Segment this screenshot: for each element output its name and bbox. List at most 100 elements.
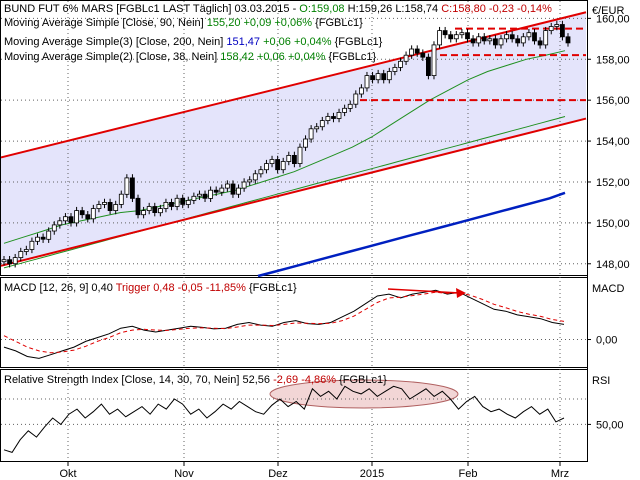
x-tick-label: Dez (268, 468, 288, 480)
candle-body (40, 236, 46, 240)
candle-body (275, 159, 281, 171)
candle-body (515, 38, 521, 44)
candle-body (358, 87, 364, 95)
candle-body (364, 75, 370, 89)
trend-arrow-head (456, 288, 466, 298)
candle-body (124, 177, 130, 195)
macd-panel-label: MACD (592, 283, 624, 295)
candle-body (431, 44, 437, 77)
macd-header-prefix: MACD [12, 26, 9] 0,40 (4, 282, 116, 294)
x-tick-label: Okt (59, 468, 76, 480)
candle-body (459, 32, 465, 36)
candle-body (470, 38, 476, 44)
candle-body (420, 52, 426, 58)
macd-plot (1, 288, 586, 359)
trend-channel-fill (1, 12, 586, 266)
macd-header-line: MACD [12, 26, 9] 0,40 Trigger 0,48 -0,05… (4, 282, 297, 294)
ma90-line (3, 116, 566, 269)
candle-body (465, 32, 470, 40)
candle-body (325, 116, 331, 121)
price-header-close: C:158,80 -0,23 -0,14% (441, 3, 552, 15)
rsi-line (3, 385, 565, 453)
candle-body (79, 210, 85, 216)
macd-header-trigger: Trigger 0,48 -0,05 -11,85% (116, 282, 246, 294)
candle-body (118, 193, 124, 205)
rsi-header-line: Relative Strength Index [Close, 14, 30, … (4, 374, 387, 386)
candle-body (241, 181, 247, 189)
overbought-highlight-ellipse (269, 379, 459, 409)
candle-body (442, 30, 448, 36)
candle-body (448, 34, 454, 40)
candle-body (381, 73, 387, 81)
channel-lower-line (0, 117, 587, 267)
candle-body (102, 201, 107, 205)
candle-body (1, 259, 7, 263)
ma200-header-change: +0,06 +0,04% (260, 36, 332, 48)
candle-body (202, 193, 208, 199)
candle-body (291, 154, 297, 164)
candle-body (308, 128, 314, 140)
candle-body (487, 38, 493, 42)
candle-body (526, 32, 532, 38)
candle-body (46, 230, 52, 240)
candle-body (219, 187, 225, 193)
candle-body (7, 259, 12, 265)
candle-body (180, 197, 186, 205)
ma38-header-values: 158,42 +0,06 +0,04% (220, 51, 325, 63)
candle-body (386, 71, 392, 81)
candle-body (425, 56, 431, 77)
candle-body (185, 199, 191, 205)
candle-body (57, 220, 63, 226)
candle-body (498, 38, 504, 46)
candle-body (107, 201, 113, 211)
candle-body (453, 34, 459, 40)
candle-body (331, 116, 336, 119)
price-header-open: O:159,08 (299, 3, 344, 15)
panel-frames (0, 0, 588, 462)
candle-body (319, 120, 325, 128)
rsi-header-prefix: Relative Strength Index [Close, 14, 30, … (4, 374, 273, 386)
candle-body (96, 204, 102, 209)
rsi-y-tick-label: 50,00 (596, 419, 624, 431)
candle-body (258, 169, 264, 175)
candle-body (537, 40, 543, 46)
price-header-high-low: H:159,26 L:158,74 (345, 3, 442, 15)
x-tick-label: Nov (174, 468, 194, 480)
candle-body (74, 210, 79, 224)
rsi-y-axis: 50,00 (587, 419, 624, 431)
candle-body (230, 183, 236, 195)
candle-body (560, 24, 565, 38)
macd-header-suffix: {FGBLc1} (246, 282, 297, 294)
candle-body (68, 216, 74, 224)
candle-body (174, 197, 180, 207)
ma200-header-suffix: {FGBLc1} (332, 36, 383, 48)
candle-body (342, 107, 348, 113)
candle-body (146, 206, 152, 211)
candle-body (504, 34, 510, 40)
candle-body (403, 54, 409, 62)
macd-y-tick-label: 0,00 (596, 335, 617, 347)
candle-body (236, 187, 241, 195)
ma90-header-suffix: {FGBLc1} (312, 17, 363, 29)
macd-y-axis: 0,00 (587, 335, 617, 347)
candle-body (303, 138, 308, 148)
candle-body (554, 24, 560, 27)
candle-body (169, 201, 174, 207)
ma90-header-prefix: Moving Average Simple [Close, 90, Nein] (4, 17, 207, 29)
candle-body (63, 216, 68, 222)
candle-body (51, 224, 57, 232)
ma38-header-line: Moving Average Simple(2) [Close, 38, Nei… (4, 51, 377, 63)
candle-body (129, 177, 135, 199)
candle-body (481, 36, 487, 42)
price-y-tick-label: 150,00 (596, 218, 630, 230)
candle-body (336, 112, 342, 119)
candle-body (90, 208, 96, 220)
rsi-plot (1, 379, 586, 453)
x-tick-label: 2015 (360, 468, 384, 480)
macd-line (3, 289, 565, 359)
candle-body (152, 206, 158, 213)
candle-body (392, 67, 398, 72)
candle-body (141, 210, 147, 216)
candle-body (247, 179, 253, 183)
candle-body (224, 183, 230, 189)
